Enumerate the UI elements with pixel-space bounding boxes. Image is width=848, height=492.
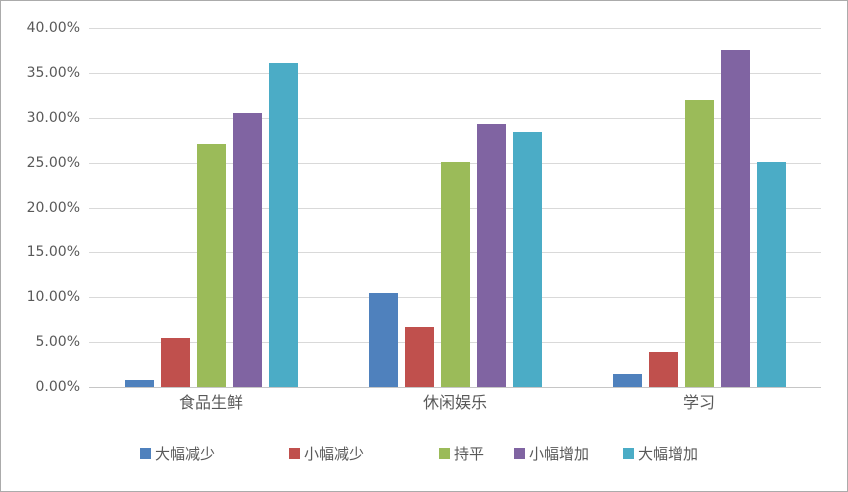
legend-swatch-decrease-large (140, 448, 151, 459)
legend-item-label: 小幅增加 (529, 445, 590, 463)
bar-decrease-small-1 (404, 326, 434, 387)
bar-decrease-large-0 (124, 379, 154, 387)
legend-swatch-flat (439, 448, 450, 459)
bar-flat-1 (440, 161, 470, 387)
bar-decrease-large-1 (368, 292, 398, 387)
y-axis-tick-label: 40.00% (26, 20, 80, 36)
legend-item-flat: 持平 (439, 445, 484, 463)
bar-increase-small-1 (476, 124, 506, 387)
plot-area (89, 28, 821, 388)
bar-increase-large-0 (268, 63, 298, 387)
legend-item-decrease-large: 大幅减少 (140, 445, 215, 463)
bar-flat-0 (196, 143, 226, 387)
y-axis-tick-label: 15.00% (26, 244, 80, 260)
gridline-0 (89, 387, 821, 388)
y-axis-tick-label: 0.00% (35, 379, 80, 395)
y-axis-tick-label: 5.00% (35, 334, 80, 350)
legend-swatch-increase-small (514, 448, 525, 459)
y-axis-tick-label: 25.00% (26, 155, 80, 171)
x-axis-category-label: 休闲娱乐 (422, 393, 487, 412)
x-axis-category-label: 学习 (682, 393, 715, 412)
x-axis-category-label: 食品生鲜 (178, 393, 243, 412)
bar-increase-small-2 (720, 49, 750, 387)
bar-decrease-small-2 (648, 352, 678, 387)
legend-item-increase-large: 大幅增加 (623, 445, 698, 463)
bar-decrease-large-2 (612, 374, 642, 387)
legend-item-increase-small: 小幅增加 (514, 445, 589, 463)
bar-increase-small-0 (232, 113, 262, 387)
y-axis-tick-label: 30.00% (26, 110, 80, 126)
bar-group-0 (89, 28, 333, 387)
gridline-35 (89, 73, 821, 74)
bar-group-1 (333, 28, 577, 387)
y-axis-tick-label: 35.00% (26, 65, 80, 81)
legend-item-decrease-small: 小幅减少 (289, 445, 364, 463)
bar-decrease-small-0 (160, 337, 190, 387)
y-axis-tick-label: 10.00% (26, 289, 80, 305)
gridline-40 (89, 28, 821, 29)
legend-item-label: 持平 (454, 445, 485, 463)
legend-swatch-increase-large (623, 448, 634, 459)
gridline-30 (89, 118, 821, 119)
bar-group-2 (577, 28, 821, 387)
y-axis-tick-label: 20.00% (26, 200, 80, 216)
legend-swatch-decrease-small (289, 448, 300, 459)
bar-increase-large-2 (756, 161, 786, 387)
legend-item-label: 大幅减少 (155, 445, 216, 463)
bar-flat-2 (684, 99, 714, 387)
bar-increase-large-1 (512, 132, 542, 387)
legend-item-label: 大幅增加 (638, 445, 699, 463)
legend-item-label: 小幅减少 (304, 445, 365, 463)
